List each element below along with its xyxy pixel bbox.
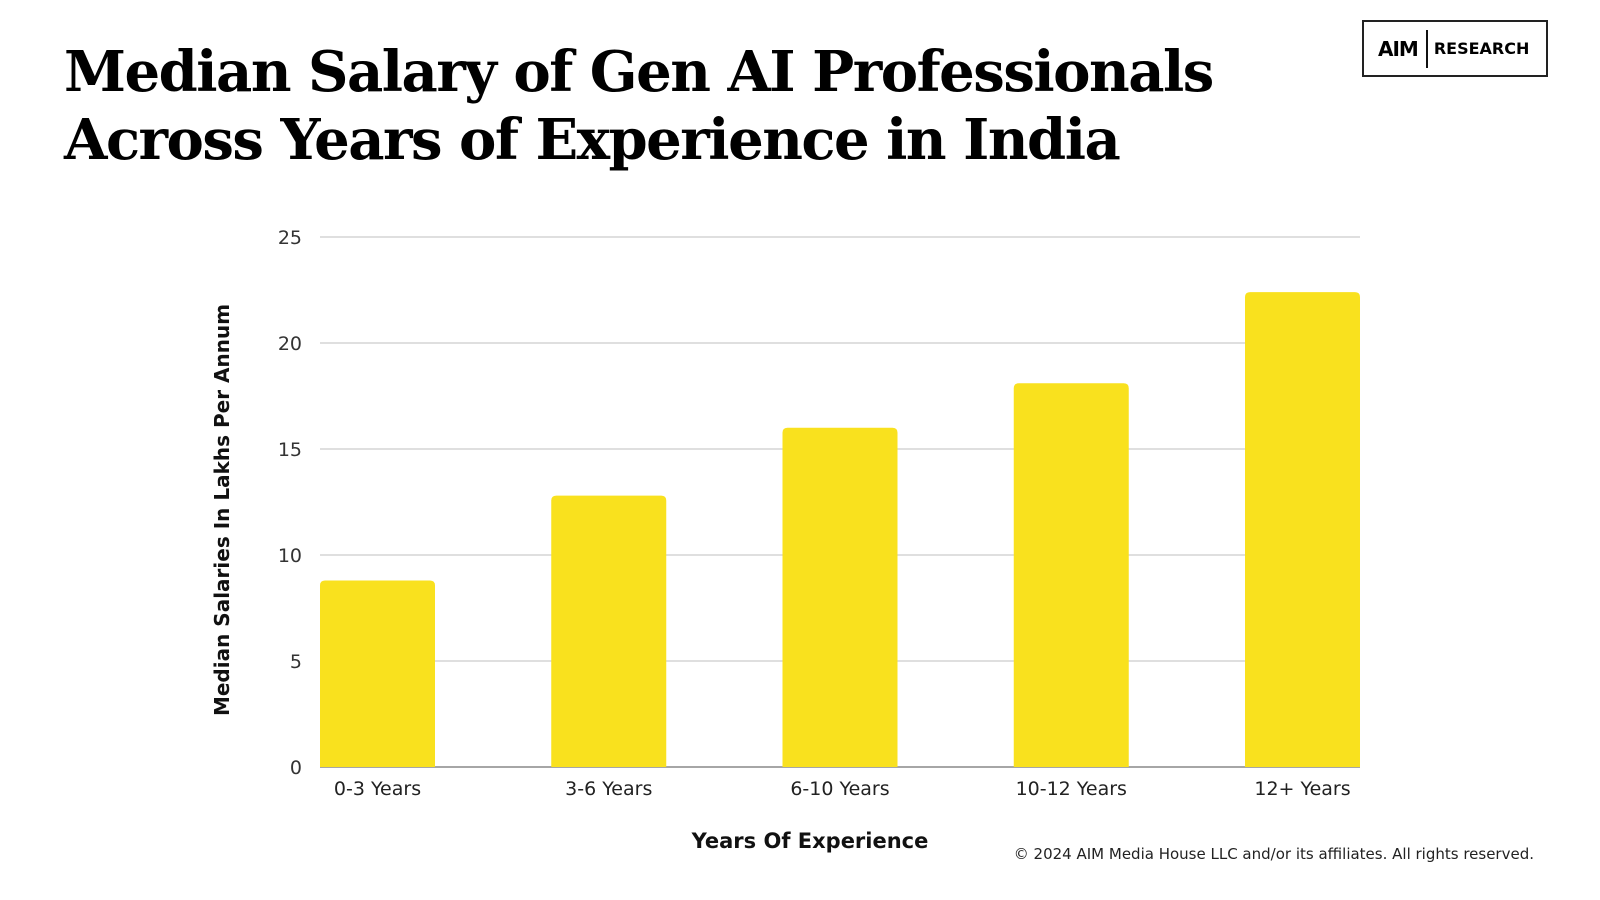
x-axis-label: Years Of Experience [691, 829, 929, 853]
chart-title: Median Salary of Gen AI Professionals Ac… [64, 38, 1214, 174]
aim-research-logo: AIM RESEARCH [1362, 20, 1548, 77]
bar-12+ Years [1245, 292, 1360, 767]
y-tick-label: 5 [290, 651, 302, 673]
bar-10-12 Years [1013, 383, 1129, 767]
y-tick-label: 0 [290, 757, 302, 779]
y-tick-label: 25 [278, 227, 302, 249]
bar-3-6 Years [551, 495, 667, 767]
bar-0-3 Years [320, 580, 435, 767]
x-tick-label: 3-6 Years [565, 778, 652, 800]
x-tick-label: 10-12 Years [1016, 778, 1127, 800]
y-tick-label: 20 [278, 333, 302, 355]
x-tick-label: 12+ Years [1254, 778, 1350, 800]
title-line-2: Across Years of Experience in India [64, 107, 1121, 173]
logo-mark: AIM [1378, 36, 1419, 61]
y-tick-label: 15 [278, 439, 302, 461]
x-tick-label: 0-3 Years [334, 778, 421, 800]
logo-text: RESEARCH [1433, 39, 1530, 58]
y-axis-label: Median Salaries In Lakhs Per Annum [210, 304, 234, 716]
y-tick-label: 10 [278, 545, 302, 567]
x-tick-label: 6-10 Years [790, 778, 889, 800]
bar-6-10 Years [782, 427, 898, 767]
logo-divider [1425, 29, 1428, 68]
title-line-1: Median Salary of Gen AI Professionals [64, 39, 1214, 105]
copyright-footer: © 2024 AIM Media House LLC and/or its af… [1013, 845, 1534, 863]
